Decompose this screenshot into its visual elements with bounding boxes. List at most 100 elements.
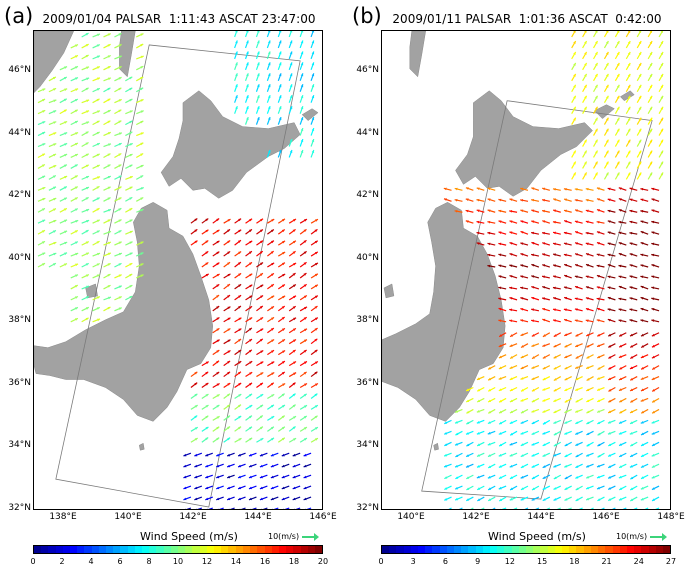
wind-vector-head (542, 399, 546, 402)
wind-vector-head (282, 218, 285, 222)
wind-vector-head (118, 197, 122, 200)
wind-vector-head (314, 328, 318, 331)
wind-vector-head (42, 175, 46, 179)
wind-vector-head (607, 296, 611, 300)
wind-vector-head (42, 99, 46, 102)
wind-vector-head (616, 117, 620, 121)
colorbar-segment (518, 546, 527, 553)
wind-vector (612, 507, 616, 509)
wind-vector-head (42, 110, 46, 113)
wind-vector (277, 31, 282, 38)
wind-vector-head (303, 486, 307, 490)
wind-vector-head (235, 62, 238, 66)
russia-coast (34, 31, 74, 94)
wind-vector-head (627, 41, 631, 45)
wind-vector-head (618, 242, 622, 245)
wind-vector-head (129, 176, 133, 179)
colorbar-segment (468, 546, 476, 553)
colorbar-segment (590, 546, 599, 553)
wind-vector-head (564, 274, 568, 278)
colorbar-segment (569, 546, 577, 553)
wind-vector-head (303, 273, 307, 276)
wind-vector-head (575, 410, 579, 413)
panel-b: (b) 2009/01/11 PALSAR 1:01:36 ASCAT 0:42… (348, 0, 696, 583)
wind-vector-head (542, 443, 546, 446)
wind-vector-head (194, 371, 198, 375)
wind-vector-head (107, 33, 111, 36)
wind-vector-head (238, 284, 242, 287)
wind-vector-head (238, 218, 242, 222)
wind-vector-head (249, 240, 253, 244)
wind-vector-head (586, 388, 590, 391)
wind-vector-head (53, 219, 57, 223)
wind-vector-head (238, 383, 242, 386)
colorbar-segment (127, 546, 135, 553)
wind-vector-head (64, 241, 68, 245)
wind-vector-head (520, 377, 524, 380)
colorbar-tick: 9 (475, 557, 481, 566)
wind-vector-head (300, 31, 304, 33)
wind-vector-head (553, 487, 557, 490)
wind-vector-head (140, 87, 144, 91)
wind-vector-head (282, 240, 286, 244)
wind-vector-head (271, 219, 275, 222)
wind-vector-head (542, 242, 546, 245)
arrow-icon (302, 532, 320, 541)
wind-vector-head (85, 153, 89, 157)
wind-vector-head (532, 356, 535, 359)
wind-vector-head (107, 132, 111, 135)
wind-vector-head (476, 242, 480, 245)
wind-vector-head (575, 344, 579, 347)
wind-vector-head (256, 73, 260, 77)
wind-vector-head (281, 437, 285, 441)
wind-vector-head (216, 475, 220, 479)
wind-vector-head (553, 275, 556, 279)
land-masses (382, 31, 635, 451)
wind-vector-head (597, 344, 601, 347)
wind-vector-head (246, 84, 249, 88)
wind-vector-head (278, 62, 282, 66)
wind-vector-head (575, 366, 579, 369)
wind-vector-head (531, 209, 535, 213)
wind-vector-head (281, 284, 285, 288)
wind-vector-head (553, 377, 557, 381)
wind-vector-head (270, 464, 274, 468)
wind-vector-head (488, 465, 492, 468)
wind-vector-head (627, 73, 631, 77)
wind-vector-head (311, 139, 315, 142)
wind-vector-head (271, 394, 275, 397)
wind-vector-head (300, 40, 304, 44)
wind-vector-head (52, 208, 56, 212)
wind-vector-head (249, 262, 252, 265)
colorbar-segment (134, 546, 143, 553)
wind-vector-head (205, 394, 209, 397)
wind-vector-head (292, 284, 296, 288)
wind-vector-head (573, 31, 576, 34)
wind-vector-head (574, 297, 578, 301)
wind-vector-head (649, 95, 653, 99)
wind-vector-head (629, 297, 633, 300)
wind-vector-head (586, 432, 590, 435)
wind-vector-head (597, 366, 601, 370)
wind-vector-head (476, 198, 480, 202)
wind-vector-head (564, 454, 568, 457)
wind-vector-head (75, 220, 79, 223)
wind-vector-head (85, 230, 89, 233)
wind-vector-head (607, 187, 611, 191)
wind-vector-head (466, 487, 470, 490)
wind-vector-head (499, 399, 503, 403)
kuril-islands (301, 108, 319, 121)
colorbar-segment (490, 546, 498, 553)
wind-vector-head (509, 231, 513, 235)
wind-vector-head (303, 229, 307, 233)
wind-vector-head (75, 88, 79, 91)
wind-vector-head (605, 161, 609, 165)
palsar-swath (421, 100, 653, 500)
wind-vector-head (300, 73, 304, 77)
wind-vector-head (183, 464, 187, 468)
kuril-islands (594, 104, 615, 119)
wind-vector-head (96, 120, 100, 124)
wind-vector-head (487, 454, 491, 457)
wind-vector-head (660, 51, 664, 55)
wind-vector-head (314, 405, 318, 408)
